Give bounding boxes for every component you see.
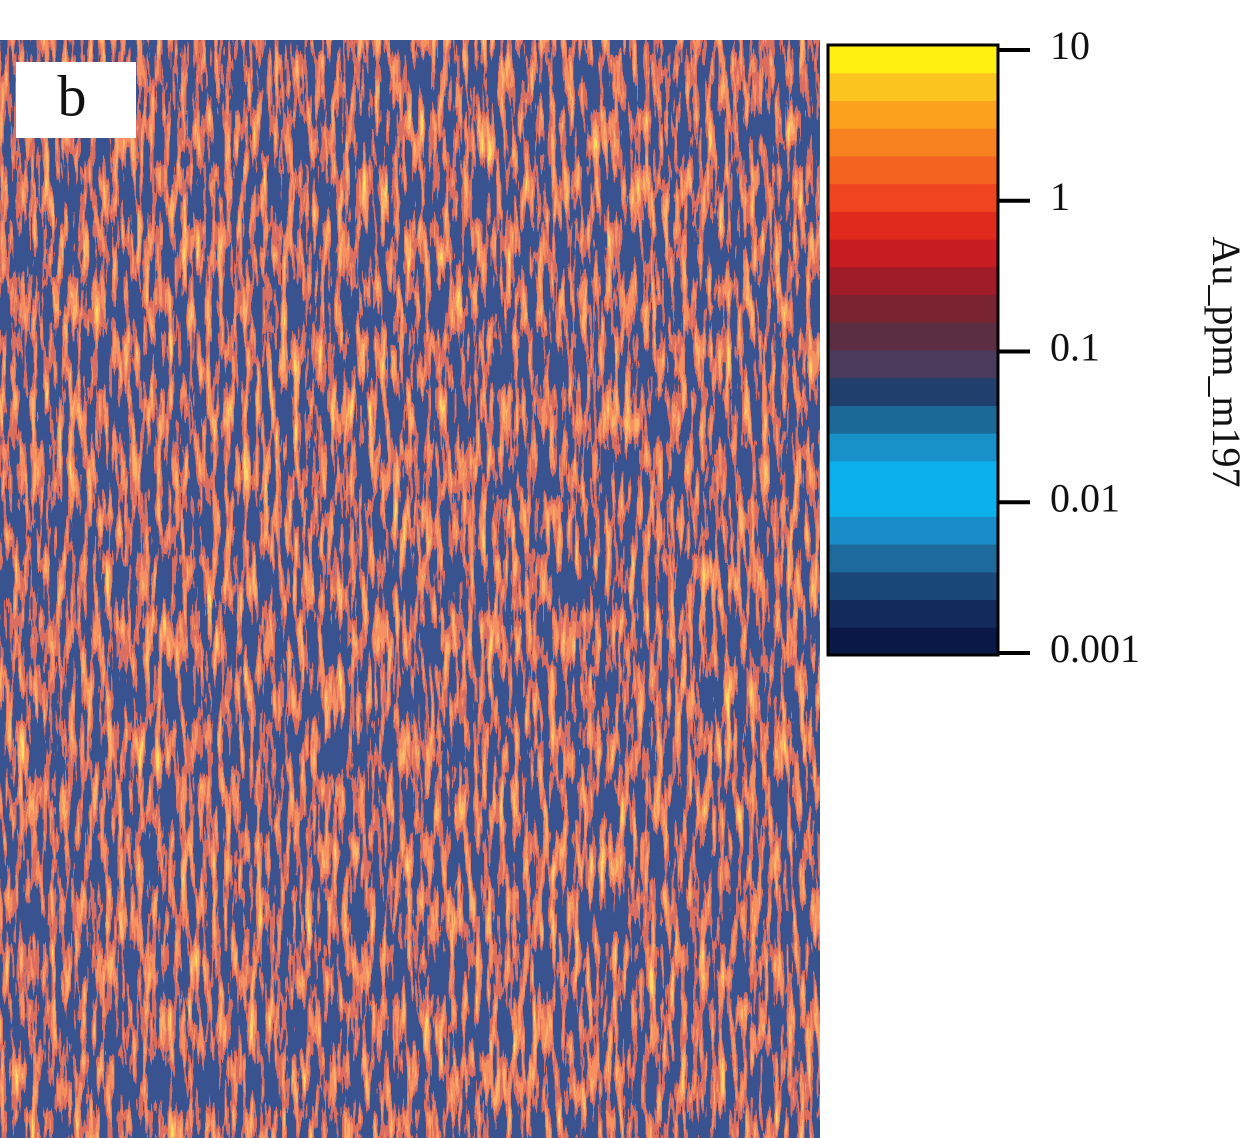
colorbar-band: [828, 350, 998, 379]
colorbar-band: [828, 45, 998, 74]
colorbar-tick-label: 0.001: [1050, 626, 1140, 671]
colorbar-band: [828, 100, 998, 129]
colorbar-tick-label: 10: [1050, 23, 1090, 68]
colorbar-band: [828, 627, 998, 656]
colorbar-band: [828, 183, 998, 212]
colorbar: 10 1 0.1 0.01 0.001: [826, 23, 1140, 671]
colorbar-band: [828, 322, 998, 351]
colorbar-label: Au_ppm_m197: [1204, 236, 1249, 487]
colorbar-band: [828, 433, 998, 462]
colorbar-band: [828, 377, 998, 406]
colorbar-band: [828, 294, 998, 323]
colorbar-tick-label: 0.01: [1050, 475, 1120, 520]
colorbar-band: [828, 460, 998, 490]
colorbar-band: [828, 571, 998, 601]
colorbar-tick-label: 0.1: [1050, 325, 1100, 370]
colorbar-band: [828, 516, 998, 545]
panel-label: b: [58, 63, 87, 128]
concentration-map: [0, 40, 820, 1138]
panel-label-box: [16, 62, 136, 138]
colorbar-band: [828, 128, 998, 157]
colorbar-band: [828, 544, 998, 573]
colorbar-band: [828, 155, 998, 185]
colorbar-band: [828, 72, 998, 101]
colorbar-band: [828, 405, 998, 434]
colorbar-band: [828, 599, 998, 628]
colorbar-band: [828, 211, 998, 240]
colorbar-band: [828, 266, 998, 296]
colorbar-band: [828, 488, 998, 517]
colorbar-band: [828, 239, 998, 268]
colorbar-tick-label: 1: [1050, 174, 1070, 219]
